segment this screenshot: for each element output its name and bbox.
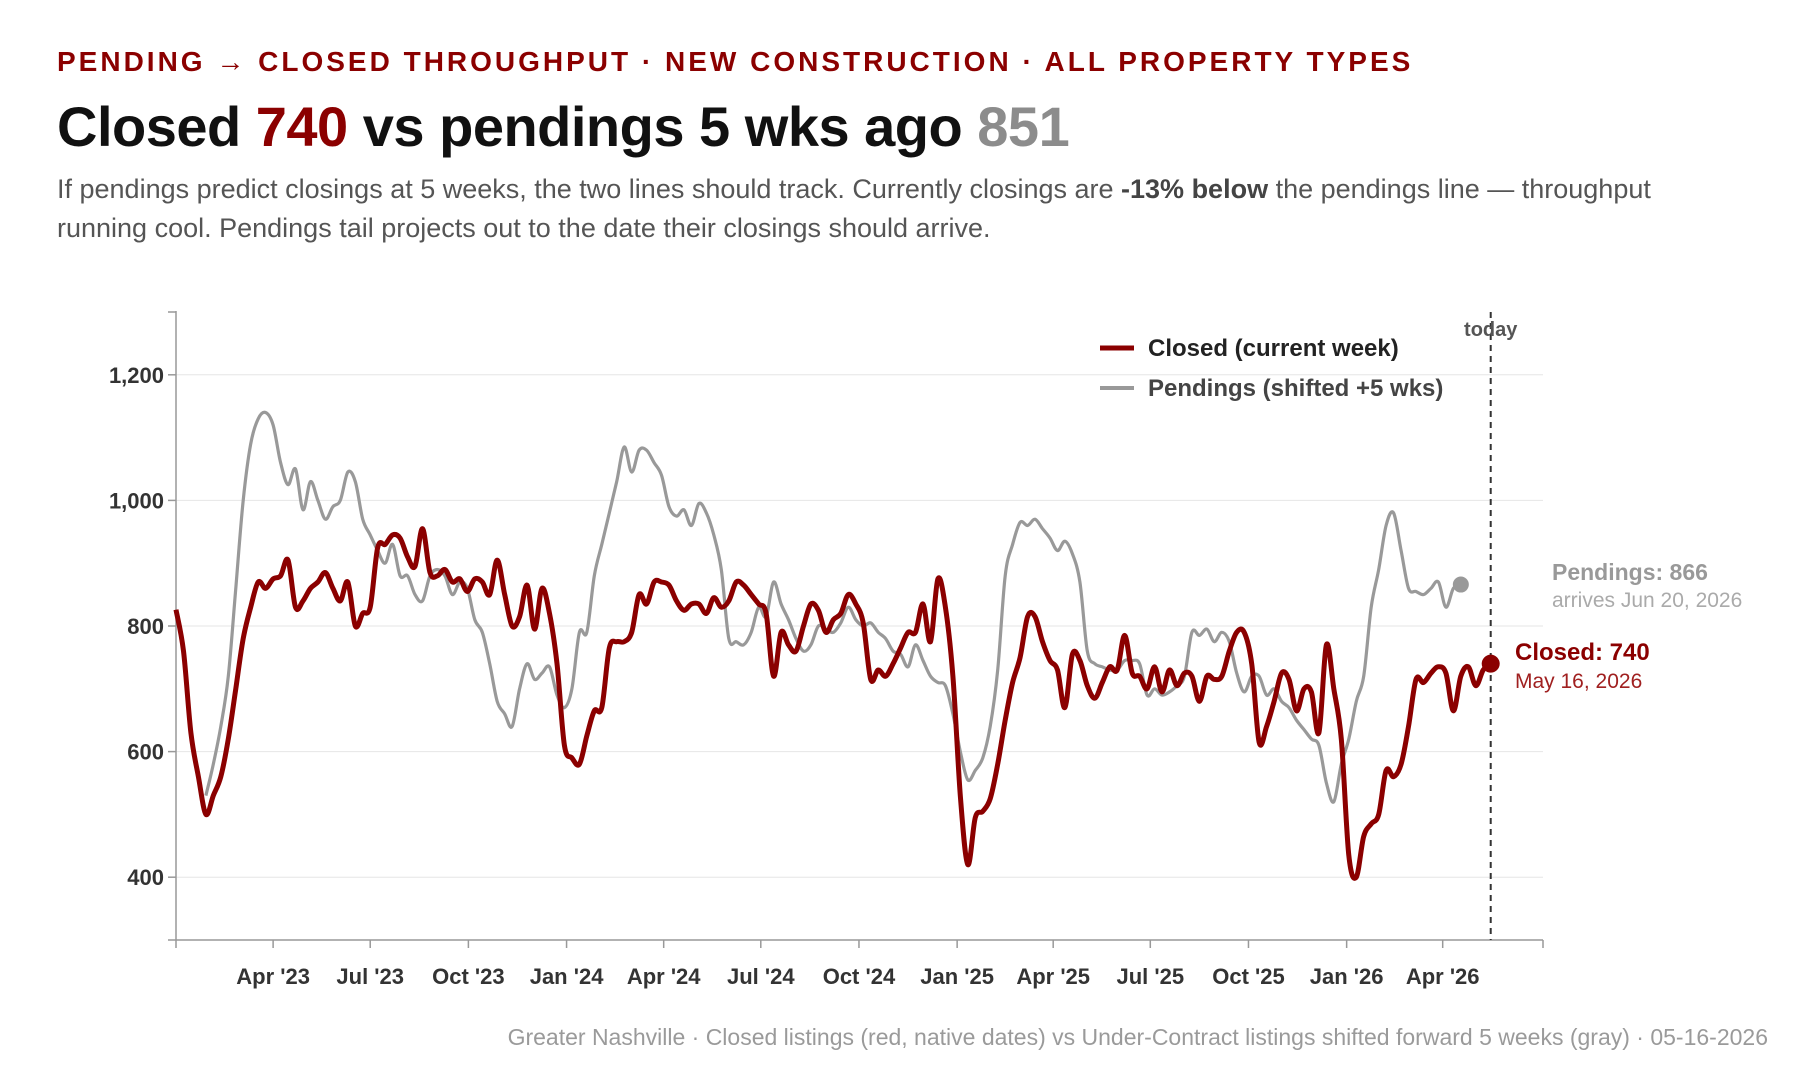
legend-pending-label: Pendings (shifted +5 wks) bbox=[1148, 375, 1443, 402]
subtitle-part-a: If pendings predict closings at 5 weeks,… bbox=[57, 174, 1122, 204]
series-lines bbox=[173, 410, 1500, 881]
legend-closed-label: Closed (current week) bbox=[1148, 335, 1399, 362]
headline-closed-value: 740 bbox=[255, 95, 348, 158]
x-ticks: Apr '23 Jul '23 Oct '23 Jan '24 Apr '24 Jul '… bbox=[175, 940, 1544, 989]
y-tick-label: 1,000 bbox=[109, 488, 164, 513]
chart-kicker: PENDING → CLOSED THROUGHPUT · NEW CONSTR… bbox=[57, 46, 1414, 77]
x-tick-label: Jan '25 bbox=[920, 964, 994, 989]
x-tick-label: Apr '24 bbox=[627, 964, 701, 989]
closed-end-label: Closed: 740 bbox=[1515, 639, 1650, 666]
y-tick-label: 600 bbox=[127, 740, 164, 765]
x-tick-label: Jul '24 bbox=[727, 964, 795, 989]
x-tick-label: Oct '23 bbox=[432, 964, 505, 989]
y-tick-label: 800 bbox=[127, 614, 164, 639]
x-tick-label: Oct '24 bbox=[823, 964, 896, 989]
x-tick-label: Oct '25 bbox=[1212, 964, 1285, 989]
x-tick-label: Jul '25 bbox=[1116, 964, 1184, 989]
end-labels: Pendings: 866 arrives Jun 20, 2026 Close… bbox=[1515, 559, 1742, 693]
today-label: today bbox=[1464, 319, 1518, 341]
headline-pending-value: 851 bbox=[977, 95, 1070, 158]
x-tick-label: Jan '26 bbox=[1310, 964, 1384, 989]
line-chart: 400 600 800 1,000 1,200 Apr '23 Jul '23 Oct '2… bbox=[109, 311, 1742, 989]
x-tick-label: Jan '24 bbox=[530, 964, 604, 989]
source-note: Greater Nashville · Closed listings (red… bbox=[507, 1024, 1768, 1050]
closed-end-dot bbox=[1481, 654, 1500, 673]
legend: Closed (current week) Pendings (shifted … bbox=[1100, 335, 1443, 402]
headline-part-a: Closed bbox=[57, 95, 256, 158]
x-tick-label: Apr '26 bbox=[1406, 964, 1480, 989]
y-ticks: 400 600 800 1,000 1,200 bbox=[109, 311, 176, 941]
today-marker: today bbox=[1464, 312, 1518, 940]
x-tick-label: Apr '23 bbox=[236, 964, 310, 989]
subtitle-part-b: the pendings line — throughput running c… bbox=[57, 174, 1651, 243]
chart-headline: Closed 740 vs pendings 5 wks ago 851 bbox=[57, 94, 1070, 159]
subtitle-bold: -13% below bbox=[1121, 174, 1269, 204]
y-tick-label: 400 bbox=[127, 865, 164, 890]
x-tick-label: Apr '25 bbox=[1016, 964, 1090, 989]
headline-part-b: vs pendings 5 wks ago bbox=[347, 95, 978, 158]
gridlines bbox=[176, 374, 1543, 878]
closed-end-date: May 16, 2026 bbox=[1515, 670, 1642, 693]
y-tick-label: 1,200 bbox=[109, 363, 164, 388]
closed-line bbox=[173, 526, 1493, 881]
x-tick-label: Jul '23 bbox=[336, 964, 404, 989]
pendings-end-dot bbox=[1452, 576, 1469, 593]
pending-end-date: arrives Jun 20, 2026 bbox=[1552, 589, 1742, 612]
pendings-line bbox=[204, 410, 1462, 804]
chart-subtitle: If pendings predict closings at 5 weeks,… bbox=[57, 170, 1717, 248]
pending-end-label: Pendings: 866 bbox=[1552, 559, 1708, 585]
